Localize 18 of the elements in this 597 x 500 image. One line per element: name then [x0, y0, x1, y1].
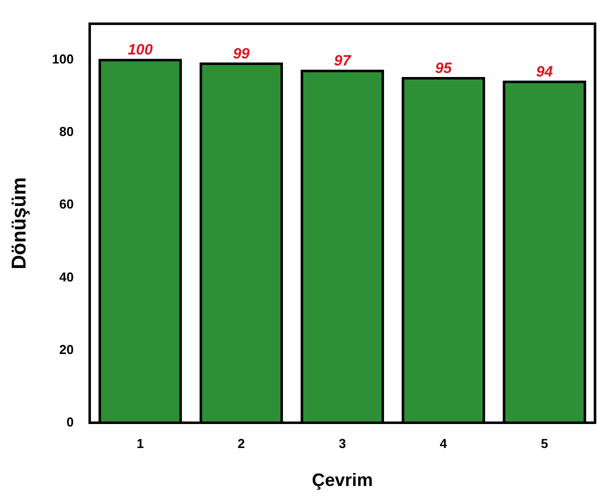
y-tick-label: 0: [66, 414, 74, 430]
data-label: 95: [435, 60, 452, 77]
y-axis-title: Dönüşüm: [8, 177, 31, 270]
x-axis-title: Çevrim: [312, 470, 373, 490]
x-tick-label: 3: [338, 436, 346, 452]
data-label: 97: [334, 52, 352, 70]
data-label: 94: [536, 63, 554, 80]
y-tick-label: 100: [52, 52, 74, 67]
data-label: 100: [128, 42, 154, 59]
y-tick-label: 20: [59, 342, 74, 357]
x-tick-label: 4: [440, 436, 448, 452]
y-tick-label: 40: [59, 269, 74, 284]
data-label: 99: [232, 45, 250, 62]
x-tick-label: 1: [136, 436, 144, 452]
y-tick-label: 80: [59, 124, 74, 140]
y-tick-label: 60: [59, 196, 74, 212]
x-tick-label: 2: [238, 436, 245, 452]
x-tick-label: 5: [540, 436, 548, 452]
